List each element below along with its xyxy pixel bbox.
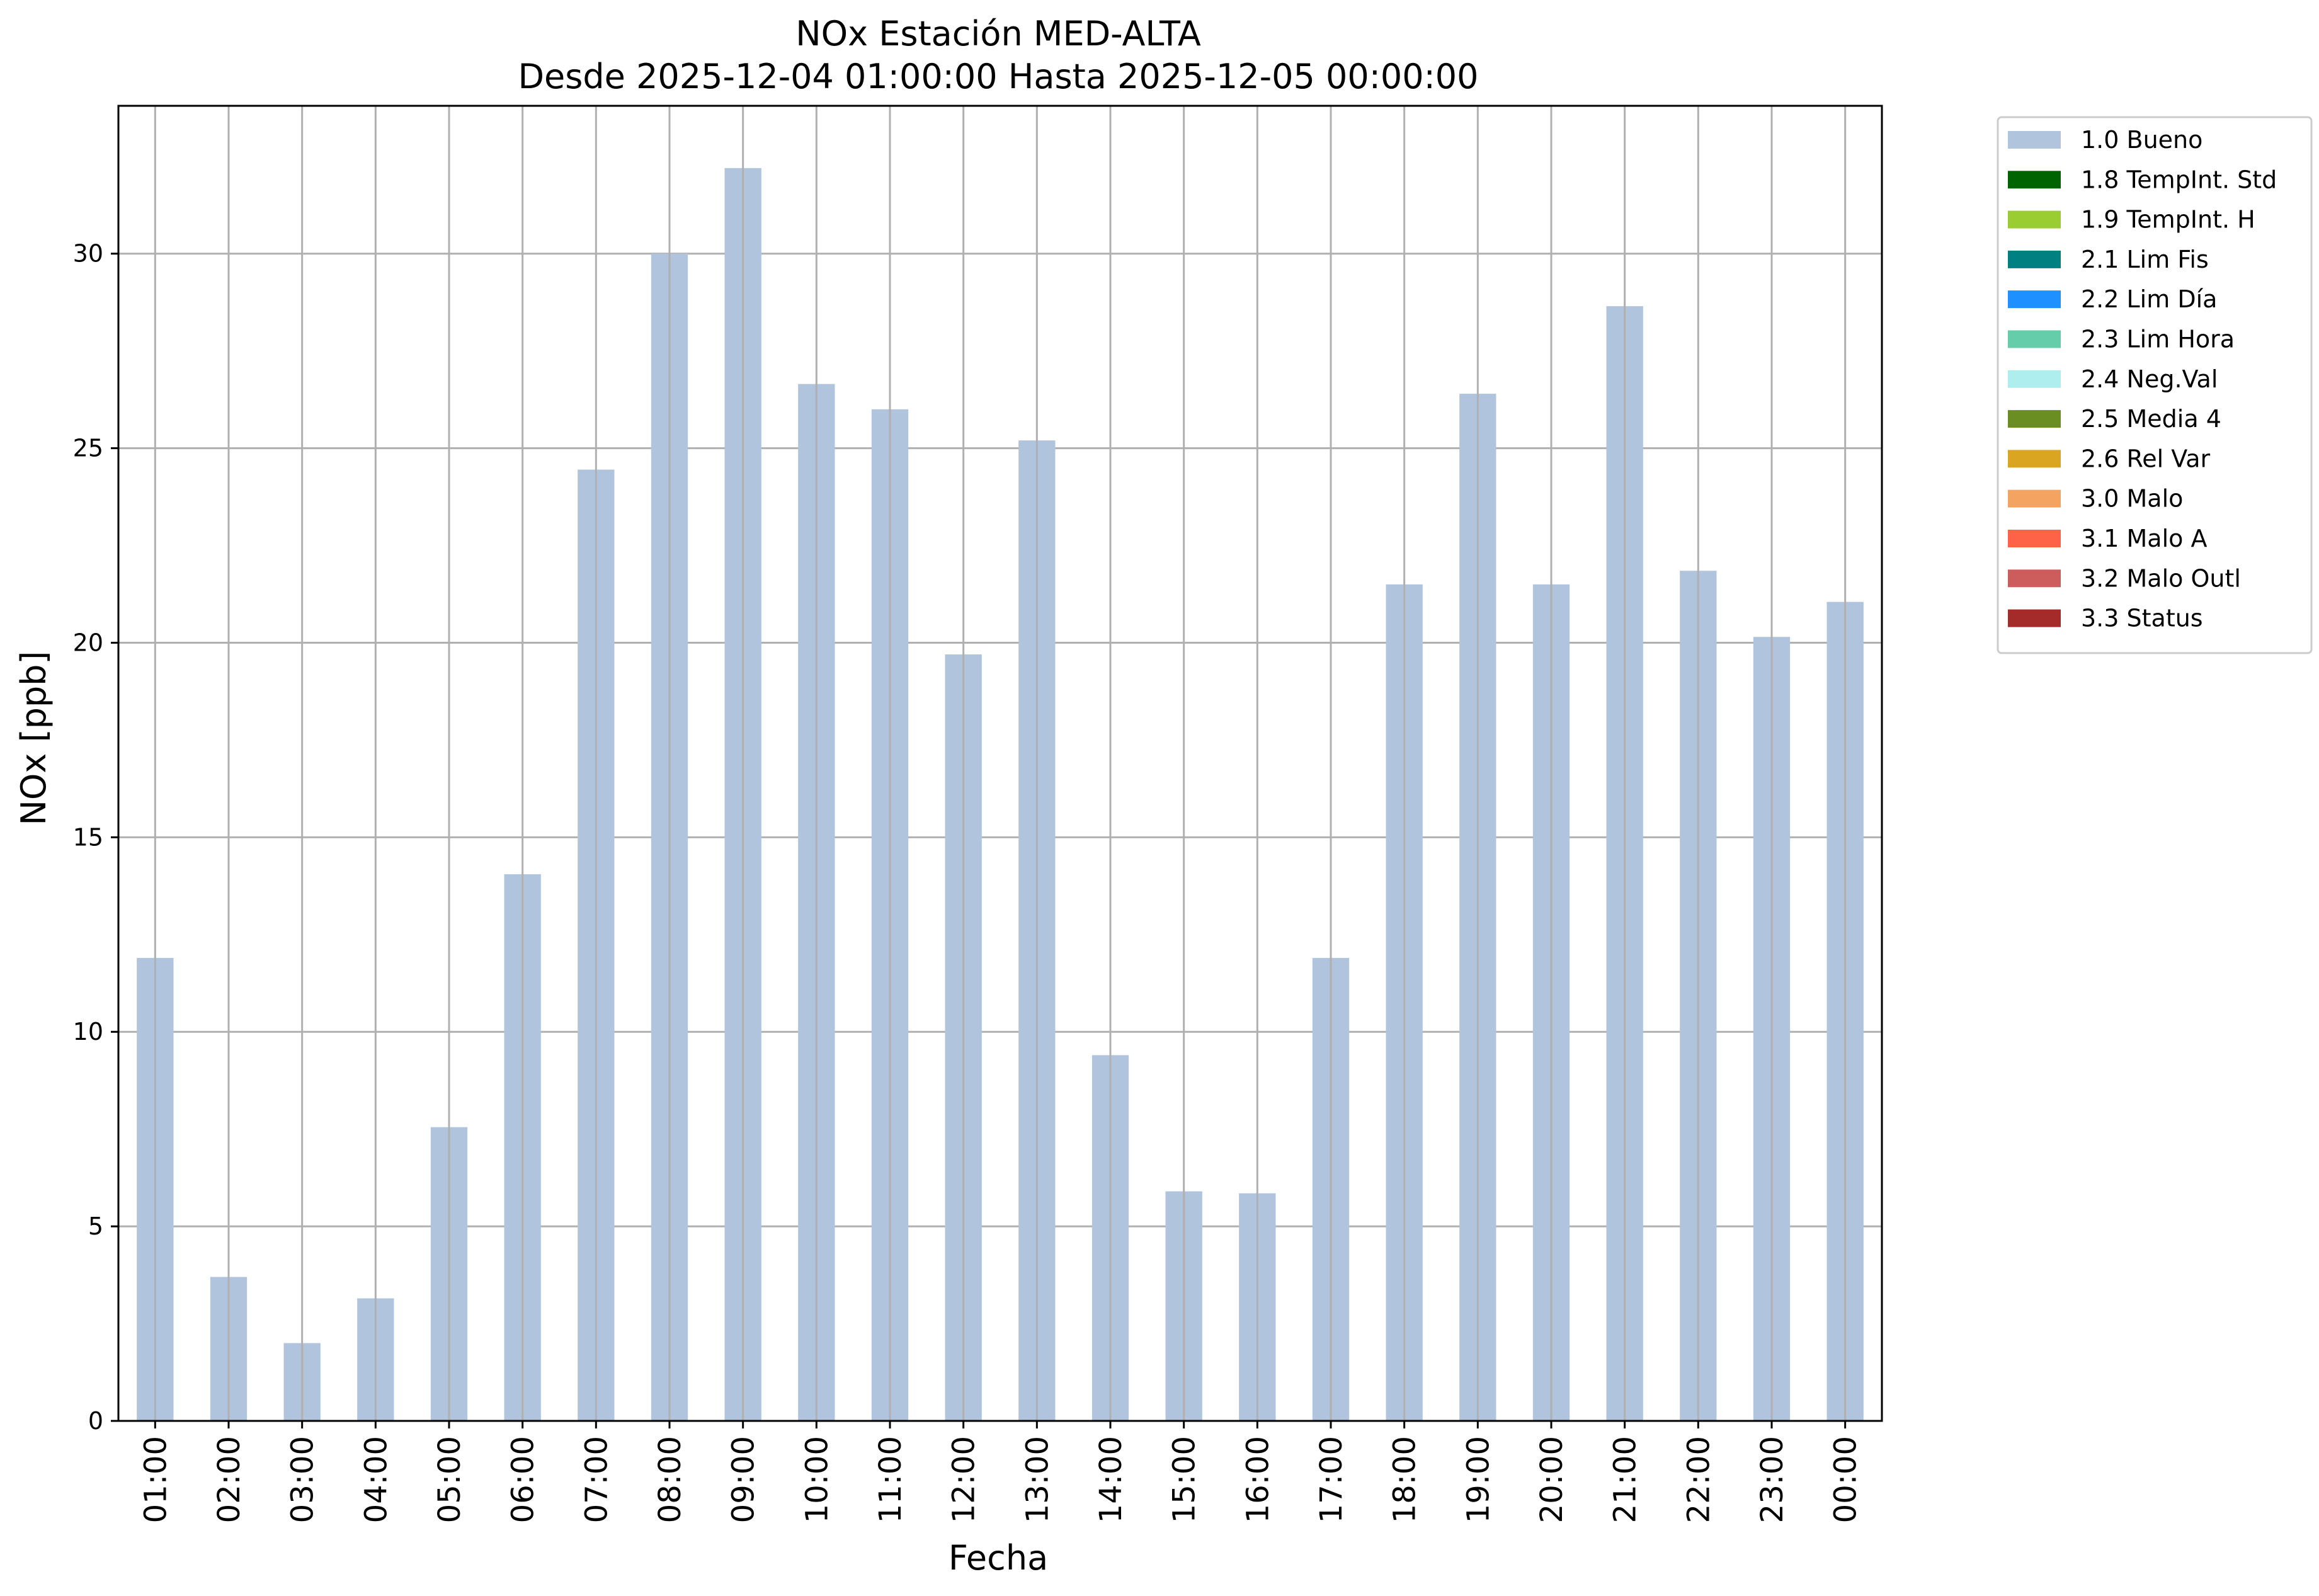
x-tick-label: 19:00 — [1461, 1436, 1496, 1523]
legend: 1.0 Bueno 1.8 TempInt. Std 1.9 TempInt. H 2… — [1997, 116, 2313, 654]
legend-swatch — [2008, 410, 2061, 428]
x-tick-label: 01:00 — [138, 1436, 173, 1523]
x-tick-label: 07:00 — [579, 1436, 614, 1523]
grid-lines — [118, 253, 1882, 1422]
legend-swatch — [2008, 489, 2061, 508]
legend-box — [1997, 116, 2313, 654]
x-tick-label: 16:00 — [1240, 1436, 1275, 1523]
y-tick-label: 5 — [88, 1212, 103, 1240]
x-tick-label: 04:00 — [358, 1436, 394, 1523]
x-tick-label: 05:00 — [432, 1436, 467, 1523]
x-tick-label: 22:00 — [1681, 1436, 1716, 1523]
x-tick-label: 00:00 — [1828, 1436, 1864, 1523]
axis-ticks: 0 5 10 15 20 25 30 01:00 02:00 03:00 04:00 05:00 06:… — [73, 240, 1864, 1524]
x-axis-label: Fecha — [949, 1538, 1048, 1578]
legend-swatch — [2008, 370, 2061, 388]
legend-swatch — [2008, 609, 2061, 627]
legend-label: 2.6 Rel Var — [2081, 445, 2211, 472]
y-axis-label: NOx [ppb] — [14, 651, 54, 826]
legend-label: 2.2 Lim Día — [2081, 285, 2217, 313]
x-tick-label: 21:00 — [1608, 1436, 1643, 1523]
x-tick-label: 08:00 — [652, 1436, 688, 1523]
y-tick-label: 30 — [73, 240, 103, 268]
x-tick-label: 11:00 — [873, 1436, 908, 1523]
legend-swatch — [2008, 131, 2061, 149]
x-tick-label: 09:00 — [726, 1436, 761, 1523]
chart-subtitle: Desde 2025-12-04 01:00:00 Hasta 2025-12-… — [518, 57, 1478, 96]
x-tick-label: 23:00 — [1755, 1436, 1790, 1523]
x-tick-label: 10:00 — [799, 1436, 835, 1523]
x-tick-label: 13:00 — [1020, 1436, 1055, 1523]
y-tick-label: 10 — [73, 1018, 103, 1046]
x-tick-label: 18:00 — [1387, 1436, 1423, 1523]
y-tick-label: 20 — [73, 629, 103, 656]
legend-label: 2.5 Media 4 — [2081, 405, 2221, 433]
chart-title: NOx Estación MED-ALTA — [795, 14, 1201, 54]
x-tick-label: 20:00 — [1534, 1436, 1570, 1523]
legend-label: 3.1 Malo A — [2081, 525, 2207, 552]
legend-label: 1.0 Bueno — [2081, 126, 2202, 154]
legend-label: 1.8 TempInt. Std — [2081, 166, 2277, 193]
legend-label: 3.0 Malo — [2081, 485, 2183, 513]
x-tick-label: 14:00 — [1093, 1436, 1129, 1523]
legend-swatch — [2008, 171, 2061, 189]
legend-label: 2.3 Lim Hora — [2081, 326, 2235, 353]
legend-label: 3.3 Status — [2081, 605, 2203, 632]
vertical-grid-lines — [154, 106, 1847, 1421]
legend-label: 2.1 Lim Fis — [2081, 246, 2209, 273]
legend-swatch — [2008, 210, 2061, 229]
legend-swatch — [2008, 450, 2061, 468]
plot-area-frame — [117, 105, 1883, 1422]
x-tick-label: 17:00 — [1314, 1436, 1349, 1523]
legend-swatch — [2008, 250, 2061, 268]
legend-swatch — [2008, 530, 2061, 547]
legend-swatch — [2008, 290, 2061, 309]
x-tick-label: 03:00 — [285, 1436, 321, 1523]
x-tick-label: 12:00 — [947, 1436, 982, 1523]
x-tick-label: 06:00 — [506, 1436, 541, 1523]
x-tick-label: 15:00 — [1167, 1436, 1202, 1523]
legend-label: 2.4 Neg.Val — [2081, 365, 2218, 393]
y-tick-label: 0 — [88, 1407, 103, 1435]
x-tick-label: 02:00 — [212, 1436, 247, 1523]
legend-swatch — [2008, 330, 2061, 348]
y-tick-label: 25 — [73, 435, 103, 462]
legend-swatch — [2008, 569, 2061, 588]
legend-label: 3.2 Malo Outl — [2081, 564, 2241, 592]
legend-label: 1.9 TempInt. H — [2081, 206, 2255, 234]
y-tick-label: 15 — [73, 823, 103, 851]
